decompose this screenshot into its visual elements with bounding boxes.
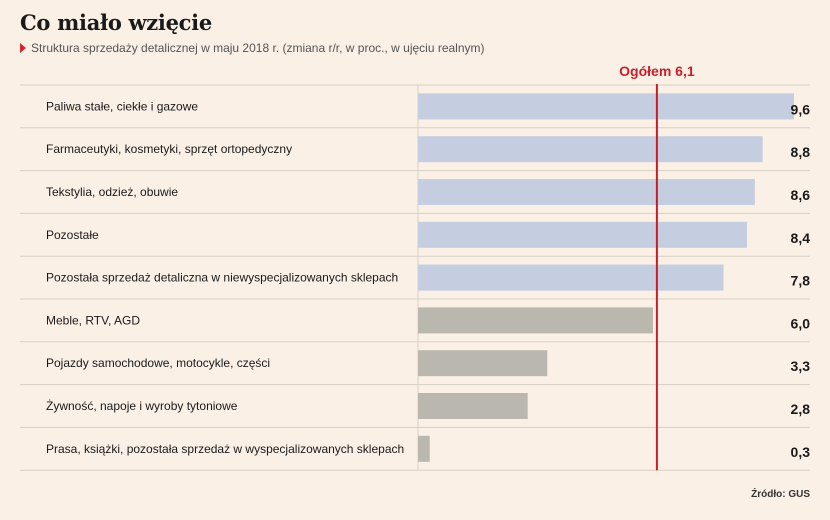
category-label: Żywność, napoje i wyroby tytoniowe [46,399,238,413]
category-label: Pojazdy samochodowe, motocykle, części [46,356,270,370]
source-note: Źródło: GUS [751,489,810,500]
bar [418,350,548,377]
value-label: 6,0 [791,315,811,331]
bar [418,393,528,419]
total-reference-label: Ogółem 6,1 [619,63,695,79]
value-label: 3,3 [791,358,811,374]
bar [418,221,747,248]
bar [418,435,430,462]
triangle-bullet-icon [20,43,26,53]
value-label: 2,8 [791,401,811,417]
bar [418,307,653,334]
category-label: Pozostałe [46,228,99,242]
value-label: 0,3 [791,444,811,460]
bar [418,179,755,205]
value-label: 8,6 [791,187,811,203]
category-label: Paliwa stałe, ciekłe i gazowe [46,99,198,113]
value-label: 7,8 [791,273,811,289]
value-label: 8,8 [791,144,811,160]
value-label: 8,4 [791,230,811,246]
category-label: Pozostała sprzedaż detaliczna w niewyspe… [46,271,398,285]
bar [418,136,763,163]
bar [418,93,794,120]
category-label: Prasa, książki, pozostała sprzedaż w wys… [46,442,404,456]
chart-subtitle-text: Struktura sprzedaży detalicznej w maju 2… [31,41,485,55]
category-label: Meble, RTV, AGD [46,313,140,327]
value-label: 9,6 [791,101,811,117]
chart-subtitle: Struktura sprzedaży detalicznej w maju 2… [20,41,485,55]
category-label: Farmaceutyki, kosmetyki, sprzęt ortopedy… [46,142,292,156]
chart-title: Co miało wzięcie [20,10,212,35]
bar [418,264,724,291]
category-label: Tekstylia, odzież, obuwie [46,185,178,199]
